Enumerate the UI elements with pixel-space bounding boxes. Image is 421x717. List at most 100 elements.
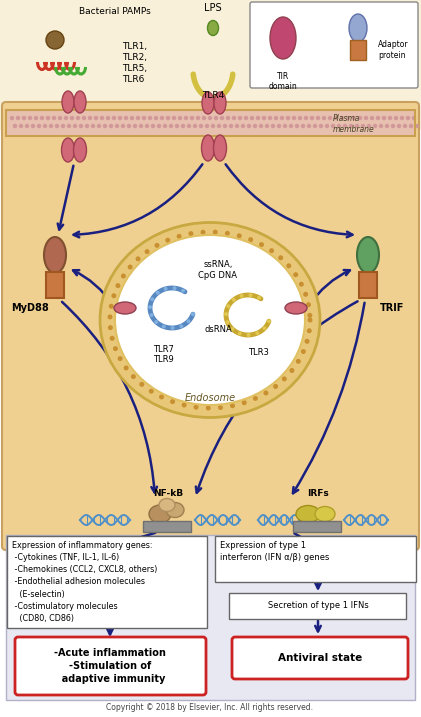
Circle shape xyxy=(117,356,123,361)
Circle shape xyxy=(112,116,116,120)
Circle shape xyxy=(154,320,158,324)
Circle shape xyxy=(220,116,224,120)
Text: dsRNA: dsRNA xyxy=(204,326,232,335)
Circle shape xyxy=(299,282,304,287)
Circle shape xyxy=(169,124,173,128)
Circle shape xyxy=(331,124,335,128)
Circle shape xyxy=(64,116,68,120)
Circle shape xyxy=(367,124,371,128)
Circle shape xyxy=(217,124,221,128)
Circle shape xyxy=(286,116,290,120)
Circle shape xyxy=(325,124,329,128)
Circle shape xyxy=(307,124,311,128)
Circle shape xyxy=(208,116,212,120)
Circle shape xyxy=(304,116,308,120)
Ellipse shape xyxy=(202,92,214,114)
Circle shape xyxy=(232,116,236,120)
Circle shape xyxy=(196,116,200,120)
Circle shape xyxy=(10,116,14,120)
Circle shape xyxy=(162,325,166,328)
Ellipse shape xyxy=(44,237,66,273)
Text: -Acute inflammation
-Stimulation of
  adaptive immunity: -Acute inflammation -Stimulation of adap… xyxy=(54,647,166,684)
Circle shape xyxy=(136,116,140,120)
Circle shape xyxy=(382,116,386,120)
Circle shape xyxy=(237,233,242,238)
Circle shape xyxy=(113,346,118,351)
Circle shape xyxy=(187,319,190,323)
Ellipse shape xyxy=(166,503,184,518)
Circle shape xyxy=(163,124,167,128)
Circle shape xyxy=(154,116,158,120)
Circle shape xyxy=(343,124,347,128)
Circle shape xyxy=(109,124,113,128)
Circle shape xyxy=(273,384,278,389)
Ellipse shape xyxy=(296,505,320,523)
Circle shape xyxy=(238,331,242,336)
Circle shape xyxy=(142,116,146,120)
Circle shape xyxy=(184,116,188,120)
Circle shape xyxy=(376,116,380,120)
Text: Adaptor
protein: Adaptor protein xyxy=(378,40,409,60)
Circle shape xyxy=(118,116,122,120)
Text: Endosome: Endosome xyxy=(184,393,236,403)
Circle shape xyxy=(73,124,77,128)
Text: TLR7
TLR9: TLR7 TLR9 xyxy=(152,345,173,364)
Circle shape xyxy=(352,116,356,120)
FancyBboxPatch shape xyxy=(215,536,416,582)
Circle shape xyxy=(61,124,65,128)
Ellipse shape xyxy=(315,506,335,521)
FancyBboxPatch shape xyxy=(229,593,406,619)
Circle shape xyxy=(240,294,244,298)
Circle shape xyxy=(130,116,134,120)
Circle shape xyxy=(244,116,248,120)
Ellipse shape xyxy=(149,505,171,523)
Circle shape xyxy=(112,293,116,298)
Circle shape xyxy=(218,405,223,410)
Circle shape xyxy=(97,124,101,128)
Ellipse shape xyxy=(74,138,86,162)
Circle shape xyxy=(43,124,47,128)
Circle shape xyxy=(340,116,344,120)
Circle shape xyxy=(13,124,17,128)
Circle shape xyxy=(257,295,261,300)
Circle shape xyxy=(303,292,308,297)
Circle shape xyxy=(230,403,235,408)
Circle shape xyxy=(259,124,263,128)
Circle shape xyxy=(171,326,175,330)
Circle shape xyxy=(247,124,251,128)
FancyBboxPatch shape xyxy=(232,637,408,679)
Circle shape xyxy=(82,116,86,120)
Bar xyxy=(359,272,377,298)
Circle shape xyxy=(124,116,128,120)
Circle shape xyxy=(25,124,29,128)
Circle shape xyxy=(121,273,126,278)
Circle shape xyxy=(178,116,182,120)
Circle shape xyxy=(58,116,62,120)
Circle shape xyxy=(280,116,284,120)
Circle shape xyxy=(55,124,59,128)
Text: IRFs: IRFs xyxy=(307,489,329,498)
Text: TLR3: TLR3 xyxy=(248,348,269,357)
Circle shape xyxy=(115,124,119,128)
Bar xyxy=(143,521,191,532)
Text: Plasma
membrane: Plasma membrane xyxy=(333,114,375,133)
Circle shape xyxy=(388,116,392,120)
Ellipse shape xyxy=(357,237,379,273)
Bar xyxy=(6,535,415,700)
Circle shape xyxy=(391,124,395,128)
Circle shape xyxy=(128,265,133,270)
Circle shape xyxy=(307,313,312,318)
Circle shape xyxy=(110,336,115,341)
Circle shape xyxy=(40,116,44,120)
Circle shape xyxy=(271,124,275,128)
Circle shape xyxy=(172,116,176,120)
Circle shape xyxy=(52,116,56,120)
Bar xyxy=(46,272,64,298)
Circle shape xyxy=(255,331,259,335)
Text: TLR4: TLR4 xyxy=(202,92,224,100)
Bar xyxy=(6,110,415,136)
Text: NF-kB: NF-kB xyxy=(153,489,183,498)
Circle shape xyxy=(151,124,155,128)
Circle shape xyxy=(364,116,368,120)
Circle shape xyxy=(313,124,317,128)
